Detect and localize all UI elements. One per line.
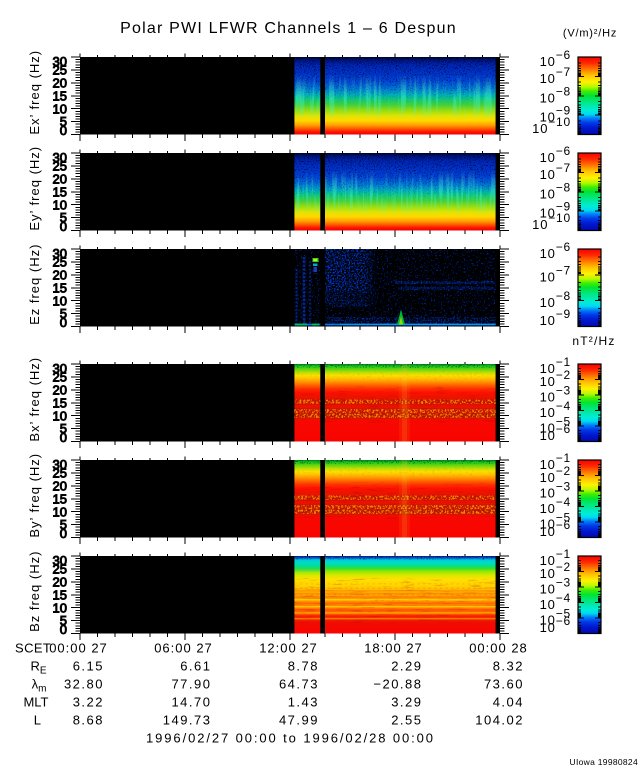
svg-text:20: 20 bbox=[53, 171, 67, 186]
svg-text:1.43: 1.43 bbox=[288, 695, 319, 710]
svg-text:64.73: 64.73 bbox=[279, 677, 319, 692]
svg-text:06:00 27: 06:00 27 bbox=[154, 641, 213, 656]
svg-text:nT²/Hz: nT²/Hz bbox=[572, 334, 615, 348]
svg-text:0: 0 bbox=[60, 430, 67, 445]
svg-text:25: 25 bbox=[53, 255, 67, 270]
svg-text:5: 5 bbox=[60, 517, 67, 532]
svg-text:10: 10 bbox=[53, 101, 67, 116]
svg-text:73.60: 73.60 bbox=[484, 677, 524, 692]
svg-text:10: 10 bbox=[53, 600, 67, 615]
svg-text:30: 30 bbox=[53, 553, 67, 568]
svg-text:4.04: 4.04 bbox=[493, 695, 524, 710]
svg-text:Ey’ freq (Hz): Ey’ freq (Hz) bbox=[27, 146, 42, 231]
svg-text:By’ freq (Hz): By’ freq (Hz) bbox=[27, 453, 42, 538]
svg-text:3.29: 3.29 bbox=[391, 695, 422, 710]
svg-text:20: 20 bbox=[53, 574, 67, 589]
svg-text:30: 30 bbox=[53, 246, 67, 261]
svg-text:6.15: 6.15 bbox=[73, 659, 104, 674]
svg-text:10−10: 10−10 bbox=[532, 115, 571, 136]
svg-text:15: 15 bbox=[53, 184, 67, 199]
svg-text:10: 10 bbox=[53, 293, 67, 308]
svg-text:25: 25 bbox=[53, 63, 67, 78]
svg-text:10−8: 10−8 bbox=[540, 180, 571, 201]
svg-text:30: 30 bbox=[53, 361, 67, 376]
svg-text:5: 5 bbox=[60, 306, 67, 321]
svg-text:20: 20 bbox=[53, 75, 67, 90]
svg-text:10−7: 10−7 bbox=[540, 263, 571, 284]
svg-text:14.70: 14.70 bbox=[171, 695, 211, 710]
svg-text:0: 0 bbox=[60, 219, 67, 234]
svg-text:Ex’ freq (Hz): Ex’ freq (Hz) bbox=[27, 50, 42, 135]
svg-text:2.29: 2.29 bbox=[391, 659, 422, 674]
svg-text:30: 30 bbox=[53, 457, 67, 472]
svg-text:25: 25 bbox=[53, 562, 67, 577]
svg-text:(V/m)²/Hz: (V/m)²/Hz bbox=[563, 28, 617, 40]
svg-text:149.73: 149.73 bbox=[163, 713, 212, 728]
svg-text:20: 20 bbox=[53, 267, 67, 282]
svg-text:Bz freq (Hz): Bz freq (Hz) bbox=[27, 551, 42, 632]
svg-text:0: 0 bbox=[60, 622, 67, 637]
svg-text:00:00 27: 00:00 27 bbox=[49, 641, 108, 656]
svg-text:3.22: 3.22 bbox=[73, 695, 104, 710]
svg-text:25: 25 bbox=[53, 466, 67, 481]
svg-text:25: 25 bbox=[53, 370, 67, 385]
svg-text:6.61: 6.61 bbox=[180, 659, 211, 674]
svg-text:47.99: 47.99 bbox=[279, 713, 319, 728]
svg-text:10: 10 bbox=[53, 197, 67, 212]
svg-text:15: 15 bbox=[53, 88, 67, 103]
svg-text:2.55: 2.55 bbox=[391, 713, 422, 728]
svg-text:25: 25 bbox=[53, 159, 67, 174]
svg-text:10−6: 10−6 bbox=[540, 240, 571, 261]
svg-text:0: 0 bbox=[60, 315, 67, 330]
svg-text:Ez freq (Hz): Ez freq (Hz) bbox=[27, 244, 42, 325]
svg-text:10−8: 10−8 bbox=[540, 84, 571, 105]
svg-text:0: 0 bbox=[60, 123, 67, 138]
svg-text:RE: RE bbox=[30, 659, 46, 677]
svg-text:5: 5 bbox=[60, 613, 67, 628]
svg-text:10−10: 10−10 bbox=[532, 211, 571, 232]
svg-text:1996/02/27 00:00 to 1996/02/28: 1996/02/27 00:00 to 1996/02/28 00:00 bbox=[146, 731, 435, 746]
svg-text:104.02: 104.02 bbox=[475, 713, 524, 728]
svg-text:18:00 27: 18:00 27 bbox=[364, 641, 423, 656]
svg-text:5: 5 bbox=[60, 114, 67, 129]
svg-text:8.78: 8.78 bbox=[288, 659, 319, 674]
svg-text:8.68: 8.68 bbox=[73, 713, 104, 728]
svg-text:30: 30 bbox=[53, 54, 67, 69]
svg-text:12:00 27: 12:00 27 bbox=[259, 641, 318, 656]
svg-text:15: 15 bbox=[53, 395, 67, 410]
svg-text:20: 20 bbox=[53, 382, 67, 397]
svg-text:λm: λm bbox=[32, 677, 47, 695]
svg-text:8.32: 8.32 bbox=[493, 659, 524, 674]
svg-text:UIowa 19980824: UIowa 19980824 bbox=[570, 757, 638, 767]
svg-text:20: 20 bbox=[53, 478, 67, 493]
svg-text:10: 10 bbox=[53, 504, 67, 519]
svg-text:MLT: MLT bbox=[23, 695, 48, 710]
svg-text:0: 0 bbox=[60, 526, 67, 541]
svg-text:15: 15 bbox=[53, 491, 67, 506]
svg-text:10: 10 bbox=[53, 408, 67, 423]
svg-text:Polar PWI LFWR Channels 1 – 6: Polar PWI LFWR Channels 1 – 6 Despun bbox=[120, 20, 457, 37]
svg-text:Bx’ freq (Hz): Bx’ freq (Hz) bbox=[27, 357, 42, 442]
svg-text:−20.88: −20.88 bbox=[373, 677, 422, 692]
svg-text:77.90: 77.90 bbox=[171, 677, 211, 692]
svg-text:SCET: SCET bbox=[15, 641, 51, 656]
svg-text:32.80: 32.80 bbox=[64, 677, 104, 692]
svg-text:00:00 28: 00:00 28 bbox=[469, 641, 528, 656]
svg-text:5: 5 bbox=[60, 210, 67, 225]
svg-text:L: L bbox=[34, 713, 41, 728]
svg-text:15: 15 bbox=[53, 587, 67, 602]
svg-text:30: 30 bbox=[53, 150, 67, 165]
svg-text:5: 5 bbox=[60, 421, 67, 436]
svg-text:15: 15 bbox=[53, 280, 67, 295]
